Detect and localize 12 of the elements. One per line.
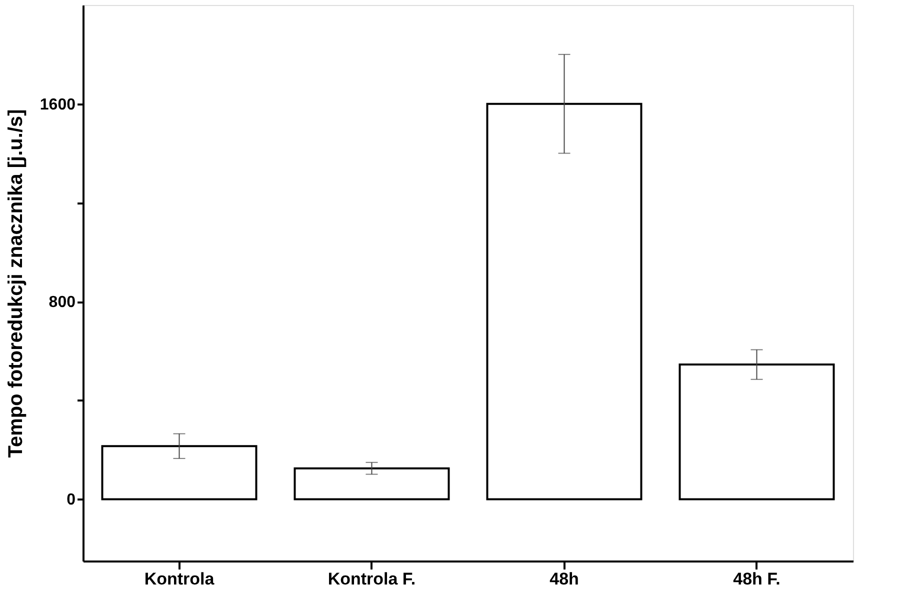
y-tick-label: 800: [48, 294, 76, 312]
x-tick-label: Kontrola F.: [328, 570, 416, 588]
x-tick-label: Kontrola: [144, 570, 215, 588]
bar: [101, 445, 258, 500]
bar: [294, 467, 450, 500]
x-tick-label: 48h: [550, 570, 579, 588]
y-tick-label: 1600: [40, 96, 76, 114]
y-axis-title: Tempo fotoredukcji znacznika [j.u./s]: [4, 109, 27, 458]
y-tick-label: 0: [66, 492, 76, 509]
x-tick-label: 48h F.: [733, 570, 780, 588]
bar: [486, 102, 642, 500]
bar: [678, 364, 835, 500]
